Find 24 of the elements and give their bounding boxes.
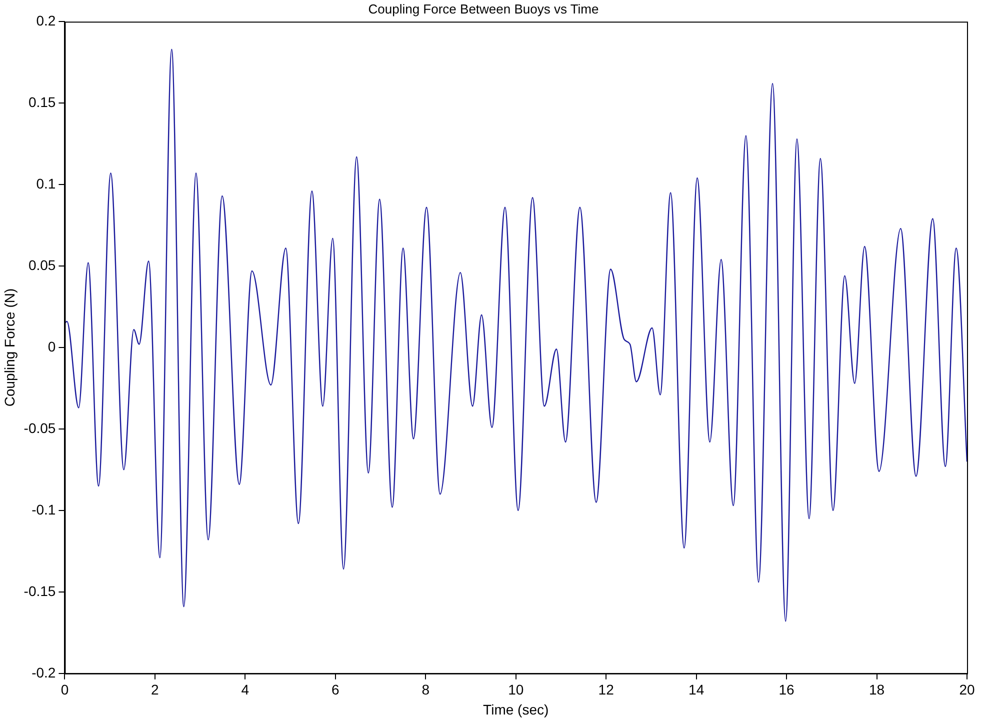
x-tick-label: 14 (688, 682, 704, 698)
y-tick-label: -0.15 (24, 582, 56, 599)
x-tick-label: 0 (60, 682, 69, 698)
x-tick-label: 6 (332, 682, 340, 698)
y-tick-label: 0.15 (28, 94, 56, 110)
x-axis-title: Time (sec) (483, 701, 549, 718)
x-tick-label: 12 (598, 682, 614, 698)
x-tick-label: 18 (868, 682, 885, 698)
line-series (64, 48, 967, 622)
y-tick-label: 0 (48, 338, 56, 354)
y-tick-label: 0.2 (36, 12, 56, 28)
chart-title: Coupling Force Between Buoys vs Time (368, 1, 599, 16)
x-tick-label: 2 (151, 682, 160, 698)
y-tick-label: -0.05 (24, 420, 56, 436)
x-tick-label: 8 (422, 682, 430, 698)
y-axis-title: Coupling Force (N) (1, 288, 18, 407)
y-tick-label: 0.1 (36, 175, 56, 192)
y-tick-label: -0.2 (32, 664, 56, 680)
y-tick-label: -0.1 (32, 501, 56, 518)
y-tick-label: 0.05 (28, 256, 56, 273)
x-tick-label: 20 (959, 682, 975, 698)
x-tick-label: 4 (241, 682, 250, 698)
x-tick-label: 10 (508, 682, 524, 698)
x-tick-label: 16 (778, 682, 795, 698)
